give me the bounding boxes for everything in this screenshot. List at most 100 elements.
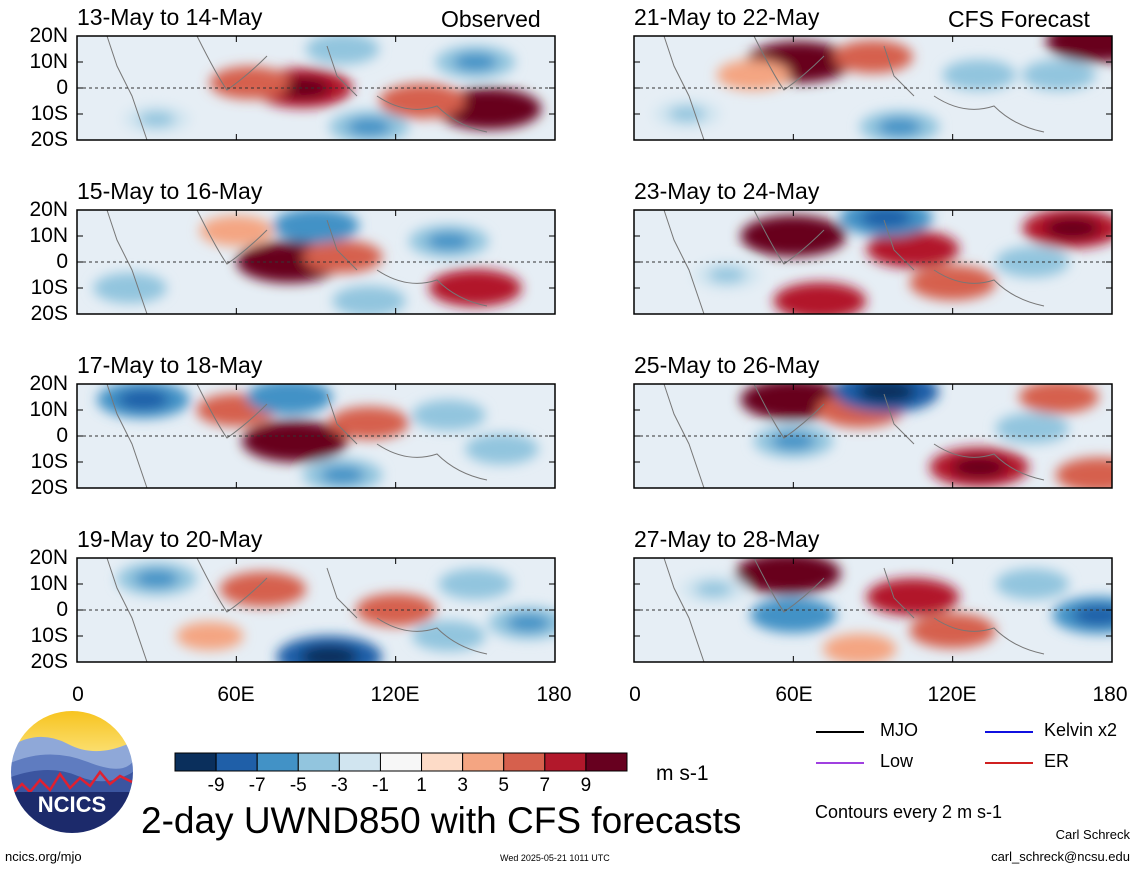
wind-anomaly-core [887,586,939,608]
wind-anomaly-core [506,613,551,633]
colorbar-label: 1 [416,775,427,796]
panel-title-4: 19-May to 20-May [77,526,263,552]
colorbar-swatch [338,752,381,772]
wind-anomaly-core [758,562,818,586]
site-link[interactable]: ncics.org/mjo [5,849,82,864]
lat-tick-label: 20S [30,476,68,499]
wind-anomaly-core [1038,66,1080,84]
colorbar-label: -1 [372,775,389,796]
author-email: carl_schreck@ncsu.edu [991,849,1130,864]
wind-anomaly-core [134,569,179,588]
main-title: 2-day UWND850 with CFS forecasts [141,800,742,841]
colorbar-label: -7 [248,775,266,796]
wind-anomaly-core [322,40,363,58]
coastline [663,210,1045,314]
lat-tick-label: 20S [30,302,68,325]
lon-tick-0-left: 0 [72,683,84,706]
lat-tick-label: 20S [30,650,68,673]
wind-anomaly-core [860,210,912,229]
lat-tick-label: 10N [29,572,68,595]
legend-line-er [985,762,1033,764]
lat-tick-label: 20S [30,128,68,151]
coastline [106,384,488,488]
colorbar-swatch [503,752,546,772]
wind-anomaly-core [265,429,324,453]
colorbar-swatch [421,752,464,772]
wind-anomaly-core [347,413,392,433]
coastline [663,36,1045,140]
colorbar-swatch [215,752,258,772]
lat-tick-label: 10S [30,276,68,299]
wind-anomaly-core [320,247,365,266]
lat-tick-label: 0 [56,250,68,273]
wind-anomaly-core [887,238,939,260]
lat-tick-label: 10S [30,624,68,647]
wind-anomaly-core [455,575,496,593]
wind-anomaly-core [138,111,176,128]
panel-title-5: 21-May to 22-May [634,4,820,30]
wind-anomaly-core [771,432,816,451]
colorbar-swatch [297,752,340,772]
wind-anomaly-core [481,440,523,458]
wind-anomaly-core [239,579,287,599]
colorbar-swatch [544,752,587,772]
heatmap-panel [76,557,556,663]
panel-title-8: 27-May to 28-May [634,526,820,552]
wind-anomaly-core [1074,465,1112,485]
lon-tick-120e-right: 120E [927,683,977,706]
heatmap-panel [633,209,1113,315]
heatmap-panel [633,557,1113,663]
legend-line-kelvin [985,731,1033,733]
legend-label-low: Low [880,751,914,771]
wind-anomaly-core [928,273,977,293]
wind-anomaly-core [877,117,922,137]
wind-anomaly-core [1044,217,1100,240]
lat-tick-label: 20N [29,546,68,569]
panel-title-2: 15-May to 16-May [77,178,263,204]
panel-tag-cfs: CFS Forecast [948,6,1090,32]
legend-line-low [816,762,864,764]
wind-anomaly-core [839,640,880,658]
coastline [106,36,488,140]
wind-anomaly-core [1073,604,1112,626]
lon-tick-120e-left: 120E [370,683,420,706]
wind-anomaly-core [1069,36,1112,53]
timestamp: Wed 2025-05-21 1011 UTC [500,853,610,863]
lat-tick-label: 20N [29,198,68,221]
lat-tick-label: 10N [29,50,68,73]
lat-tick-label: 10S [30,450,68,473]
heatmap-panel [76,35,556,141]
colorbar-label: -5 [289,775,307,796]
wind-anomaly-core [453,52,498,72]
lat-tick-label: 20N [29,372,68,395]
colorbar [174,752,628,772]
panel-title-7: 25-May to 26-May [634,352,820,378]
panel-title-1: 13-May to 14-May [77,4,263,30]
wind-anomaly-core [764,224,823,248]
wind-anomaly-core [428,406,470,424]
wind-anomaly-core [265,387,314,407]
lat-tick-label: 0 [56,424,68,447]
contour-note: Contours every 2 m s-1 [815,802,1003,822]
lat-tick-label: 10S [30,102,68,125]
colorbar-label: 3 [457,775,468,796]
coastline [106,210,488,314]
lon-tick-180-right: 180 [1092,683,1128,706]
author-name: Carl Schreck [1055,827,1130,842]
lat-tick-label: 10N [29,398,68,421]
coastline [106,558,488,662]
wind-anomaly-core [292,215,340,236]
wind-anomaly-core [668,106,706,122]
colorbar-swatch [585,752,628,772]
colorbar-swatch [256,752,299,772]
lat-tick-label: 0 [56,598,68,621]
lat-tick-label: 0 [56,76,68,99]
panel-title-3: 17-May to 18-May [77,352,263,378]
wind-anomaly-core [851,47,895,66]
lat-tick-label: 10N [29,224,68,247]
lon-tick-60e-left: 60E [217,683,255,706]
ncics-logo: NCICS [9,709,135,835]
wind-anomaly-core [347,117,392,137]
wind-anomaly-core [794,290,846,312]
wind-anomaly-core [1036,387,1081,407]
